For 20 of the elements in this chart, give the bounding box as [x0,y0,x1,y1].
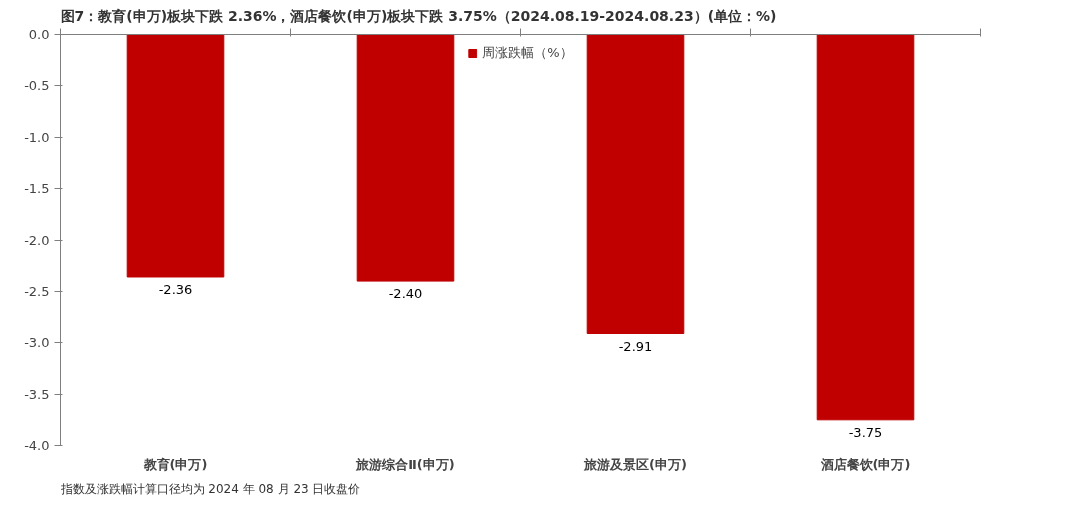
x-tick-label: 教育(申万) [142,456,208,472]
x-tick-label: 旅游综合Ⅱ(申万) [355,456,455,472]
chart-title: 图7：教育(申万)板块下跌 2.36%，酒店餐饮(申万)板块下跌 3.75%（2024.08.19-2024.08.23）(单位：%) [60,7,777,24]
x-tick-label: 酒店餐饮(申万) [819,456,911,472]
y-tick-label: 0.0 [28,27,50,42]
y-tick-label: -2.5 [24,283,50,299]
y-tick-label: -1.0 [24,129,50,145]
y-tick-label: -4.0 [24,438,50,453]
y-tick-label: -1.5 [24,181,50,197]
x-tick-label: 旅游及景区(申万) [583,456,687,472]
text: 指数及涨跌幅计算口径均为 2024 年 08 月 23 日收盘价 [59,481,361,496]
text: -2.91 [618,338,653,354]
y-tick-label: -0.5 [24,78,50,94]
legend-label: 周涨跌幅（%） [482,44,573,62]
y-tick-label: -2.0 [24,232,50,248]
text: -2.36 [158,281,193,297]
text: -3.75 [848,424,883,440]
y-tick-label: -3.0 [24,335,50,351]
y-tick-label: -3.5 [24,386,50,402]
text: -2.40 [388,286,423,302]
